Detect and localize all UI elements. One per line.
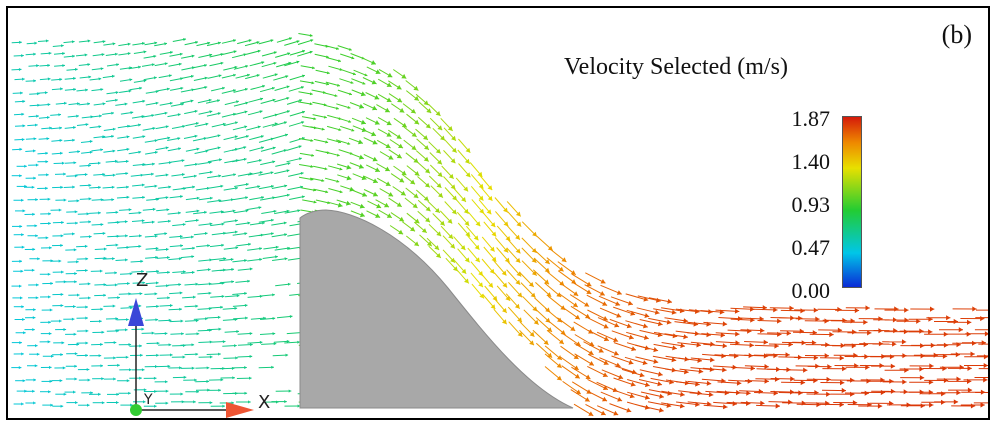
x-axis-arrowhead <box>226 402 254 418</box>
colorbar-tick-2: 1.40 <box>791 149 831 174</box>
y-axis-label: Y <box>144 392 153 408</box>
colorbar-tick-3: 0.93 <box>791 192 831 217</box>
y-axis-origin-dot <box>130 404 142 416</box>
panel-label: (b) <box>941 20 972 49</box>
colorbar <box>842 116 862 288</box>
velocity-arrows <box>11 33 988 417</box>
weir-obstacle <box>299 209 574 409</box>
colorbar-tick-4: 0.47 <box>791 235 831 260</box>
axes-triad <box>128 298 254 418</box>
figure-frame: Z X Y (b) Velocity Selected (m/s) 1.87 1… <box>6 6 990 420</box>
colorbar-tick-min: 0.00 <box>791 278 831 303</box>
x-axis-label: X <box>258 392 271 413</box>
legend-title: Velocity Selected (m/s) <box>564 54 788 80</box>
velocity-vector-field <box>11 33 988 418</box>
z-axis-arrowhead <box>128 298 144 326</box>
colorbar-tick-max: 1.87 <box>791 106 831 131</box>
z-axis-label: Z <box>136 270 149 291</box>
